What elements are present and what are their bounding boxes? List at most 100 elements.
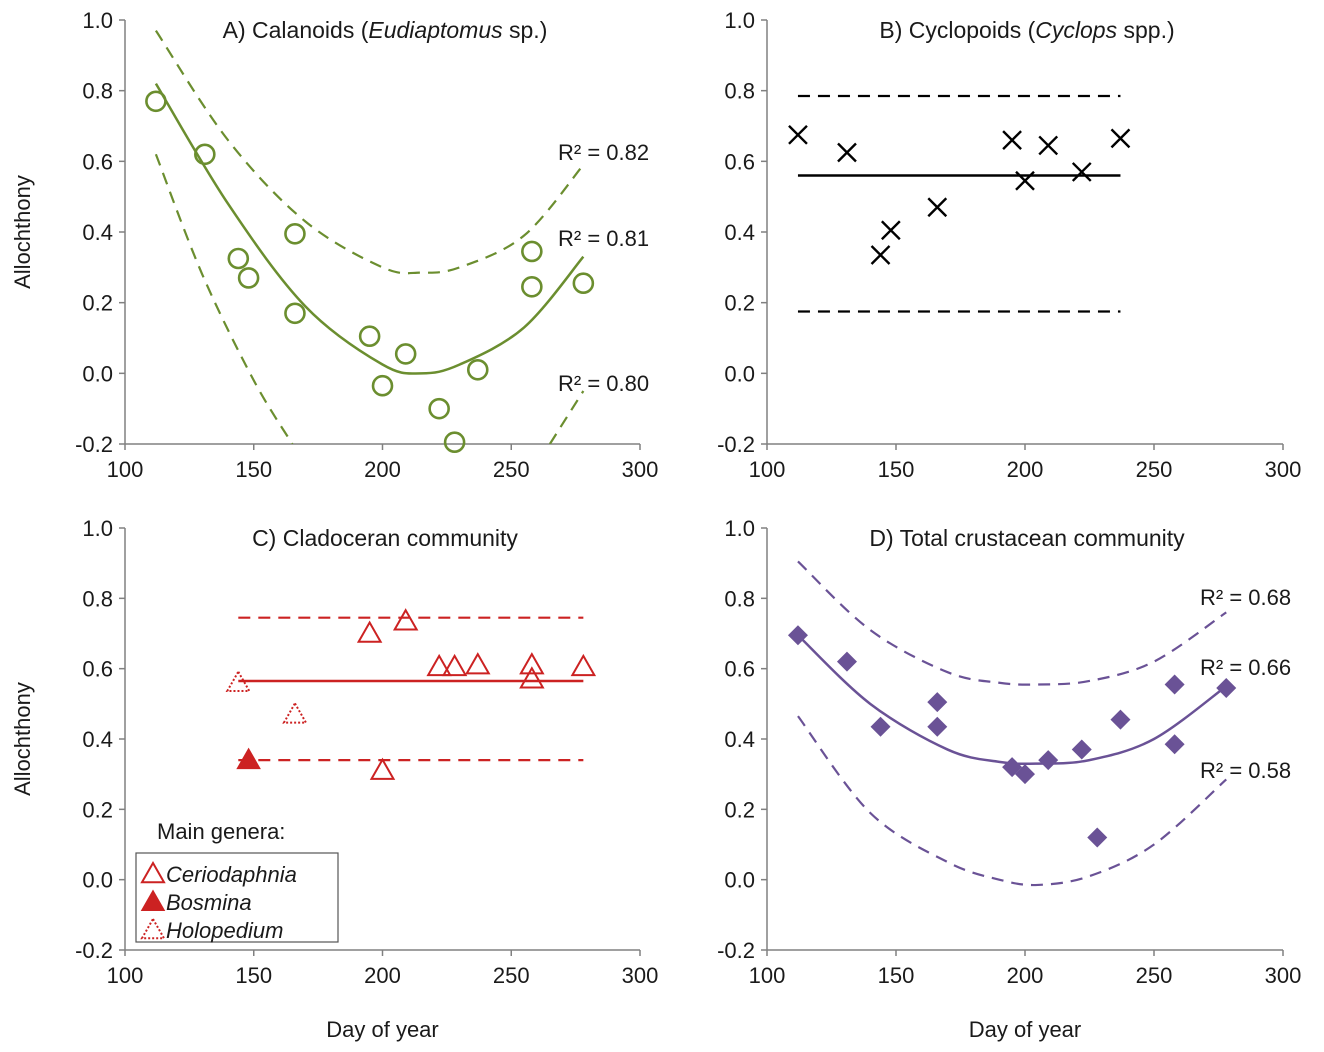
data-point — [788, 124, 808, 145]
y-tick-label: 0.0 — [724, 868, 755, 893]
data-points — [145, 90, 595, 454]
panel-title-suffix: sp.) — [503, 17, 548, 43]
data-point — [145, 90, 167, 113]
data-point — [426, 653, 452, 677]
chart-panel-a: -0.2 0.0 0.2 0.4 0.6 0.8 1.0 100 150 200 250 300 A) … — [10, 8, 658, 482]
legend-entry-label: Holopedium — [166, 918, 283, 943]
panel-title-prefix: C) Cladoceran community — [252, 525, 518, 551]
data-point — [1038, 750, 1059, 771]
data-point — [441, 653, 468, 677]
x-tick-label: 300 — [1265, 457, 1302, 482]
y-tick-label: 0.2 — [724, 291, 755, 316]
legend-marker — [140, 889, 166, 911]
data-points — [787, 625, 1237, 848]
x-tick-label: 100 — [107, 457, 144, 482]
data-points — [788, 124, 1131, 265]
fit-lines — [238, 616, 584, 762]
y-tick-label: -0.2 — [75, 938, 113, 963]
chart-panel-d: -0.2 0.0 0.2 0.4 0.6 0.8 1.0 100 150 200 250 300 D) … — [717, 516, 1301, 1042]
data-point — [356, 620, 383, 643]
legend-marker — [140, 860, 166, 884]
fit-lines — [154, 29, 585, 444]
data-point — [465, 652, 491, 675]
confidence-band-line — [154, 29, 585, 275]
y-tick-label: -0.2 — [717, 432, 755, 457]
panel-title: C) Cladoceran community — [252, 525, 518, 551]
y-tick-label: 0.0 — [82, 868, 113, 893]
data-point — [1015, 170, 1035, 191]
y-tick-label: 0.8 — [724, 586, 755, 611]
x-tick-label: 250 — [493, 457, 530, 482]
x-tick-label: 300 — [1265, 963, 1302, 988]
r-squared-label: R² = 0.66 — [1200, 655, 1291, 680]
legend-title: Main genera: — [157, 819, 285, 844]
data-point — [927, 197, 948, 218]
data-point — [1216, 678, 1237, 699]
y-tick-label: 0.4 — [82, 727, 113, 752]
data-point — [927, 692, 948, 713]
x-tick-label: 150 — [878, 457, 915, 482]
y-tick-label: 1.0 — [82, 516, 113, 541]
x-tick-label: 200 — [1007, 457, 1044, 482]
y-tick-label: 0.4 — [724, 727, 755, 752]
y-tick-label: 0.6 — [724, 657, 755, 682]
data-point — [392, 608, 419, 631]
x-tick-label: 150 — [235, 457, 272, 482]
data-point — [194, 143, 216, 166]
y-tick-label: 0.6 — [82, 149, 113, 174]
data-point — [371, 374, 394, 397]
y-tick-label: 0.6 — [724, 149, 755, 174]
confidence-band-line — [797, 560, 1227, 686]
x-tick-label: 150 — [235, 963, 272, 988]
r-squared-label: R² = 0.82 — [558, 140, 649, 165]
legend-marker — [140, 916, 166, 940]
panel-title-prefix: B) Cyclopoids ( — [879, 17, 1035, 43]
y-tick-label: 1.0 — [724, 8, 755, 33]
y-tick-label: -0.2 — [717, 938, 755, 963]
data-point — [237, 267, 260, 289]
data-point — [787, 625, 808, 646]
data-point — [521, 240, 543, 263]
data-point — [227, 247, 250, 270]
data-point — [836, 651, 857, 672]
confidence-band-line — [154, 153, 294, 444]
regression-line — [154, 82, 585, 375]
y-tick-label: 1.0 — [82, 8, 113, 33]
x-tick-label: 200 — [364, 963, 401, 988]
panel-title-prefix: D) Total crustacean community — [869, 525, 1185, 551]
data-point — [519, 652, 545, 675]
x-tick-label: 100 — [749, 963, 786, 988]
legend-entry-label: Bosmina — [166, 890, 252, 915]
legend-entry-label: Ceriodaphnia — [166, 862, 297, 887]
data-point — [521, 275, 543, 298]
x-tick-label: 100 — [107, 963, 144, 988]
data-point — [1038, 135, 1059, 156]
data-point — [1015, 764, 1035, 785]
data-point — [394, 343, 417, 365]
data-point — [1164, 674, 1185, 695]
r-squared-label: R² = 0.80 — [558, 371, 649, 396]
fit-lines — [797, 94, 1121, 313]
y-tick-label: 0.6 — [82, 657, 113, 682]
y-axis-label: Allochthony — [10, 682, 35, 796]
data-point — [428, 397, 450, 420]
y-tick-label: -0.2 — [75, 432, 113, 457]
data-points — [225, 608, 597, 780]
x-tick-label: 100 — [749, 457, 786, 482]
fit-lines — [797, 560, 1227, 887]
confidence-band-line — [797, 715, 1227, 887]
data-point — [1071, 162, 1092, 182]
data-point — [519, 666, 545, 689]
y-tick-label: 0.0 — [82, 361, 113, 386]
data-point — [1110, 128, 1131, 149]
data-point — [572, 272, 595, 295]
data-point — [927, 716, 948, 737]
y-tick-label: 0.4 — [724, 220, 755, 245]
legend: Main genera: Ceriodaphnia Bosmina Holopediu… — [135, 819, 339, 943]
r-squared-label: R² = 0.68 — [1200, 585, 1291, 610]
panel-title-prefix: A) Calanoids ( — [223, 17, 369, 43]
data-point — [1087, 827, 1108, 848]
x-tick-label: 200 — [1007, 963, 1044, 988]
